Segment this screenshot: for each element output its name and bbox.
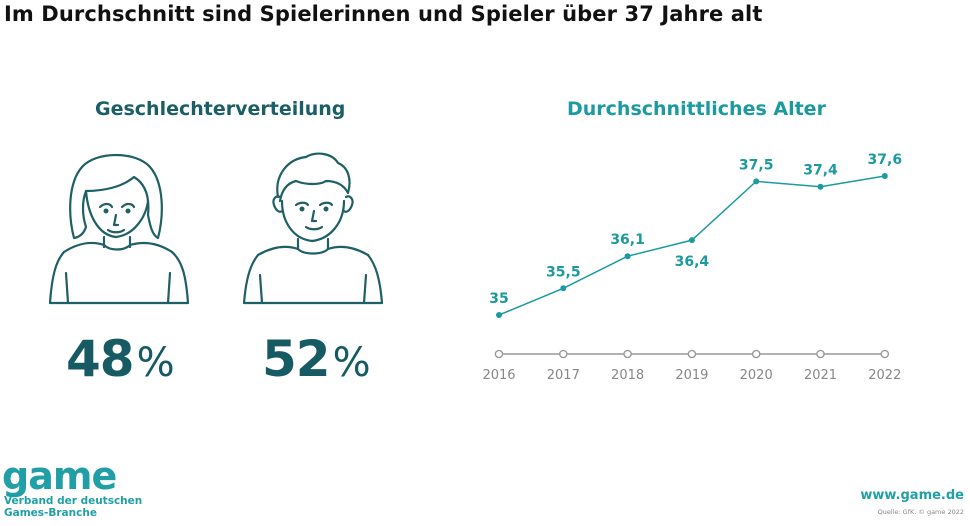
female-percentage: 48%	[66, 330, 175, 388]
gender-heading: Geschlechterverteilung	[95, 98, 346, 120]
percent-sign: %	[136, 340, 175, 386]
data-label: 37,5	[739, 157, 774, 173]
data-point	[496, 312, 502, 318]
x-tick-label: 2018	[611, 368, 644, 383]
age-series: 35 35,5 36,1 36,4 37,5 37,4 37,6	[489, 152, 902, 318]
logo-subtitle-line-1: Verband der deutschen	[4, 495, 143, 507]
x-tick-marker	[687, 349, 697, 359]
female-percentage-value: 48	[66, 330, 135, 388]
x-tick-label: 2017	[547, 368, 580, 383]
data-point	[881, 173, 888, 179]
male-percentage: 52%	[262, 330, 371, 388]
x-tick-marker	[880, 349, 890, 359]
x-tick-marker	[751, 349, 761, 359]
logo-subtitle: Verband der deutschen Games-Branche	[4, 495, 144, 519]
data-label: 37,4	[803, 163, 838, 179]
data-point	[560, 285, 567, 292]
x-axis: 2016 2017 2018 2019 2020 2021 2022	[482, 349, 901, 383]
data-label: 35,5	[546, 264, 581, 280]
percent-sign: %	[332, 340, 371, 386]
x-tick-label: 2016	[482, 368, 515, 383]
logo-subtitle-line-2: Games-Branche	[4, 507, 97, 519]
data-point	[753, 178, 760, 185]
data-label: 35	[489, 291, 508, 307]
female-person-icon	[48, 153, 190, 305]
data-label: 36,1	[610, 232, 645, 248]
x-tick-label: 2019	[675, 368, 708, 383]
x-tick-marker	[816, 349, 825, 359]
page-title: Im Durchschnitt sind Spielerinnen und Sp…	[4, 2, 763, 26]
male-person-icon	[242, 152, 384, 305]
x-tick-marker	[559, 349, 568, 359]
x-tick-label: 2022	[868, 368, 901, 383]
x-tick-marker	[623, 349, 632, 359]
data-label: 37,6	[868, 152, 903, 168]
x-tick-marker	[494, 349, 504, 359]
x-tick-label: 2020	[740, 368, 773, 383]
series-line	[498, 175, 885, 316]
age-line-chart: 2016 2017 2018 2019 2020 2021 2022 3535,536,13…	[482, 152, 902, 383]
website-link[interactable]: www.game.de	[860, 488, 964, 503]
x-tick-label: 2021	[804, 368, 837, 383]
game-logo: game	[2, 454, 117, 498]
data-point	[817, 183, 824, 190]
age-heading: Durchschnittliches Alter	[567, 98, 826, 120]
data-label: 36,4	[675, 254, 710, 270]
data-point	[624, 253, 631, 260]
source-note: Quelle: GfK. © game 2022	[877, 508, 964, 516]
male-percentage-value: 52	[262, 330, 331, 388]
data-point	[688, 237, 695, 244]
